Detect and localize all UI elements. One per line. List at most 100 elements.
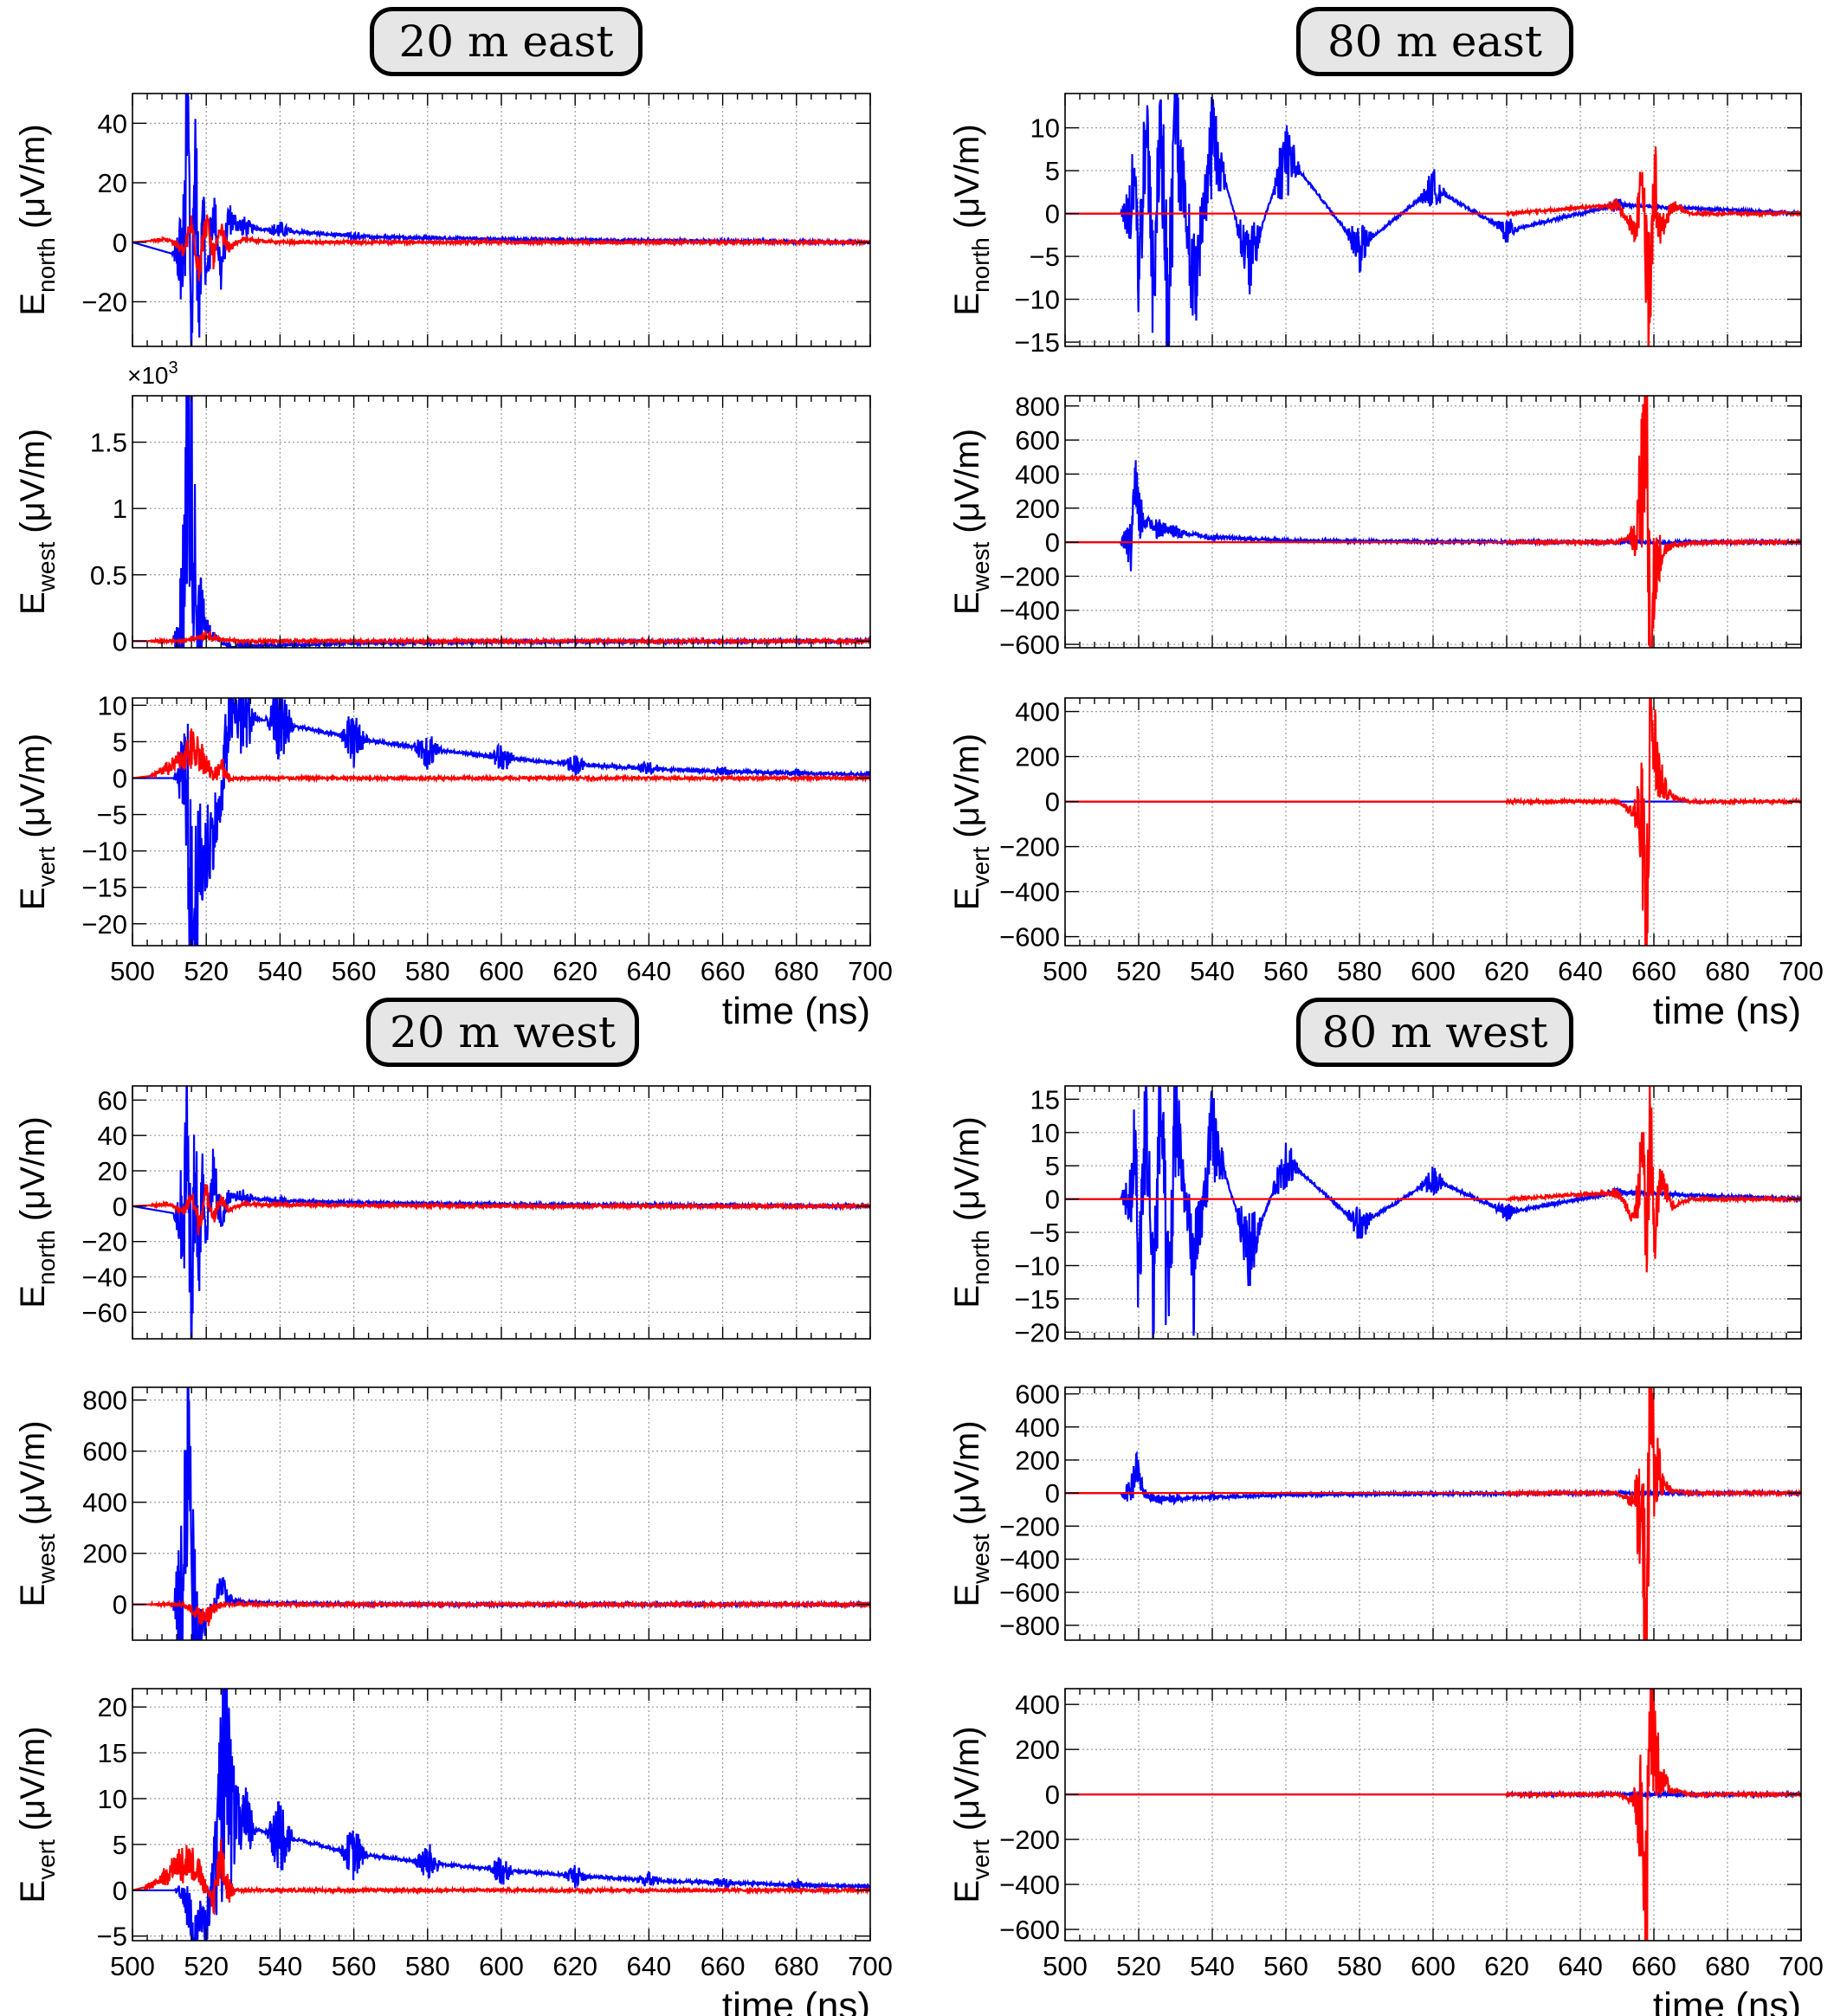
y-axis-label-w80n: Enorth (μV/m) <box>948 1116 994 1308</box>
y-tick-label: 5 <box>113 727 127 757</box>
ylabel-unit: (μV/m) <box>948 733 986 838</box>
x-tick-label: 600 <box>479 956 524 986</box>
x-tick-label: 500 <box>1043 1951 1088 1981</box>
y-tick-label: −400 <box>999 1544 1060 1574</box>
y-tick-label: −10 <box>81 837 127 867</box>
title-80m-west: 80 m west <box>1296 998 1573 1067</box>
y-tick-label: −200 <box>999 1825 1060 1855</box>
y-tick-label: 400 <box>82 1488 127 1518</box>
y-axis-label-e20w: Ewest (μV/m) <box>14 429 60 615</box>
x-tick-label: 660 <box>701 1951 746 1981</box>
y-tick-label: −60 <box>81 1297 127 1328</box>
y-tick-label: 20 <box>98 1692 127 1722</box>
x-tick-label: 540 <box>1190 1951 1235 1981</box>
frame-e80v <box>1064 697 1802 947</box>
x-tick-label: 680 <box>1705 1951 1750 1981</box>
y-tick-label: 20 <box>98 1156 127 1186</box>
series-blue-w80n <box>1065 1086 1801 1339</box>
y-tick-label: −400 <box>999 877 1060 908</box>
ylabel-sub: north <box>33 1230 60 1285</box>
y-tick-label: −40 <box>81 1263 127 1293</box>
ylabel-e: E <box>14 591 52 615</box>
x-tick-label: 660 <box>1631 1951 1676 1981</box>
title-20m-east: 20 m east <box>370 7 643 76</box>
y-tick-label: 600 <box>82 1437 127 1467</box>
x-tick-label: 640 <box>1558 1951 1603 1981</box>
x-tick-label: 500 <box>110 1951 155 1981</box>
series-red-w80v <box>1065 1689 1801 1941</box>
y-axis-label-w80v: Evert (μV/m) <box>948 1726 994 1903</box>
ylabel-e: E <box>948 1880 986 1903</box>
x-tick-label: 520 <box>184 1951 229 1981</box>
y-tick-label: −200 <box>999 561 1060 591</box>
y-tick-label: −20 <box>81 1227 127 1257</box>
panel-w20v: −5 0 5 10 15 20 Evert (μV/m) 500 520 540 560 580 600 6… <box>14 1688 893 2016</box>
y-exponent-label: ×103 <box>127 359 178 389</box>
panel-w20n: −60 −40 −20 0 20 40 60 Enorth (μV/m) <box>14 1085 871 1340</box>
y-tick-label: 800 <box>82 1386 127 1416</box>
panel-w80v: −600 −400 −200 0 200 400 Evert (μV/m) 500 520 540 5… <box>948 1688 1824 2016</box>
x-tick-label: 560 <box>1263 1951 1308 1981</box>
panel-e80v: −600 −400 −200 0 200 400 Evert (μV/m) 500 520 540 5… <box>948 697 1824 1032</box>
series-blue-w20v <box>132 1689 870 1941</box>
panel-e20n: −20 0 20 40 Enorth (μV/m) <box>14 93 871 347</box>
x-tick-label: 620 <box>1484 1951 1529 1981</box>
series-blue-e20v <box>132 698 870 946</box>
x-tick-label: 560 <box>332 956 377 986</box>
x-tick-label: 600 <box>1411 956 1456 986</box>
ylabel-e: E <box>948 1584 986 1607</box>
x-tick-label: 500 <box>1043 956 1088 986</box>
series-blue-e80w <box>1065 460 1801 572</box>
y-tick-label: 0 <box>1045 787 1060 817</box>
series-red-e20n <box>132 214 870 281</box>
ylabel-e: E <box>14 1285 52 1308</box>
y-tick-label: 10 <box>98 1784 127 1814</box>
x-tick-label: 560 <box>1263 956 1308 986</box>
y-tick-label: 0 <box>113 1590 127 1620</box>
panel-e20v: −20 −15 −10 −5 0 5 10 Evert (μV/m) 500 520 540 560 58… <box>14 690 893 1032</box>
y-axis-label-e20n: Enorth (μV/m) <box>14 124 60 315</box>
x-tick-label: 640 <box>627 1951 672 1981</box>
y-axis-label-e80n: Enorth (μV/m) <box>948 124 994 315</box>
series-red-e80v <box>1065 698 1801 946</box>
x-tick-label: 560 <box>332 1951 377 1981</box>
ylabel-e: E <box>14 1880 52 1903</box>
y-axis-label-w20n: Enorth (μV/m) <box>14 1116 60 1308</box>
ylabel-unit: (μV/m) <box>948 124 986 229</box>
y-tick-label: −200 <box>999 1511 1060 1541</box>
x-tick-label: 680 <box>774 956 819 986</box>
ylabel-unit: (μV/m) <box>14 124 52 229</box>
series-red-e80n <box>1065 146 1801 346</box>
y-tick-label: 0 <box>1045 1185 1060 1215</box>
ylabel-sub: west <box>33 1534 60 1585</box>
x-tick-label: 660 <box>701 956 746 986</box>
y-tick-label: 0 <box>113 764 127 794</box>
ylabel-sub: vert <box>967 847 994 888</box>
ylabel-sub: west <box>967 1534 994 1585</box>
y-tick-label: 0 <box>113 1876 127 1906</box>
ylabel-e: E <box>14 1584 52 1607</box>
x-tick-label: 700 <box>1779 956 1824 986</box>
y-tick-label: −5 <box>97 1922 127 1952</box>
y-tick-label: −400 <box>999 1870 1060 1900</box>
y-tick-label: 0 <box>1045 1478 1060 1509</box>
y-tick-label: −5 <box>97 800 127 830</box>
y-tick-label: 200 <box>1015 1445 1060 1476</box>
ylabel-e: E <box>948 293 986 316</box>
y-axis-label-e80w: Ewest (μV/m) <box>948 429 994 615</box>
y-tick-label: 5 <box>113 1830 127 1860</box>
y-tick-label: 400 <box>1015 459 1060 489</box>
y-tick-label: −20 <box>81 287 127 317</box>
x-tick-label: 700 <box>848 956 893 986</box>
y-tick-label: 5 <box>1045 156 1060 186</box>
x-tick-label: 500 <box>110 956 155 986</box>
y-tick-label: −15 <box>1014 1284 1060 1315</box>
series-red-w80n <box>1065 1086 1801 1273</box>
ylabel-sub: west <box>967 542 994 593</box>
panel-e80n: −15 −10 −5 0 5 10 Enorth (μV/m) <box>948 93 1802 358</box>
x-tick-label: 540 <box>258 956 303 986</box>
y-tick-label: 15 <box>1030 1084 1060 1115</box>
series-red-w20w <box>132 1599 870 1626</box>
